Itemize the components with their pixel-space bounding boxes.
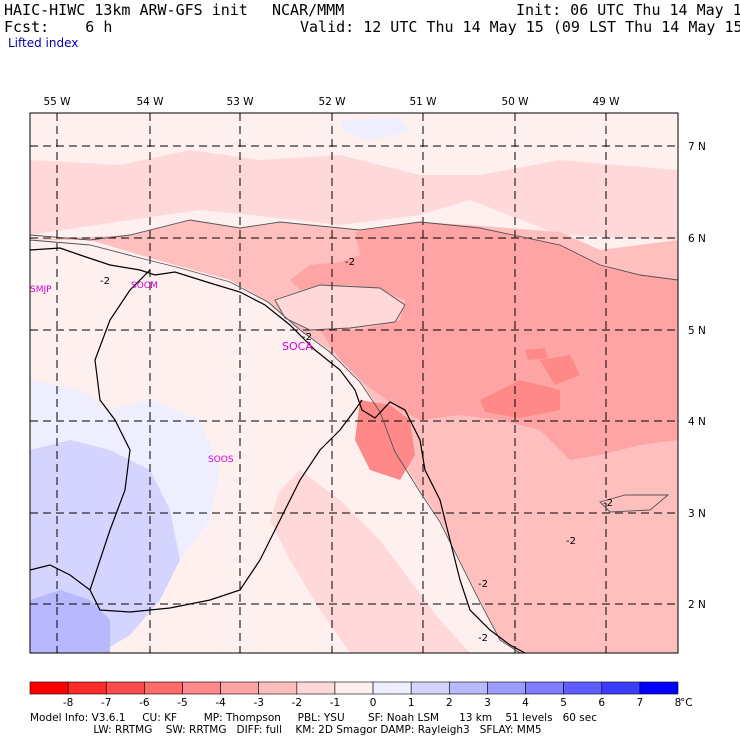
colorbar-tick-label: 0 bbox=[370, 697, 377, 709]
colorbar-tick-label: -3 bbox=[253, 697, 263, 709]
colorbar-tick-label: -4 bbox=[215, 697, 226, 709]
colorbar-unit: °C bbox=[680, 697, 693, 709]
colorbar-swatch bbox=[258, 681, 298, 695]
colorbar-tick-label: 8 bbox=[675, 697, 682, 709]
lon-label: 51 W bbox=[409, 96, 437, 108]
colorbar: -8 -7 -6 -5 -4 -3 -2 -1 0 1 2 3 4 5 6 7 8°C bbox=[29, 681, 693, 709]
station-label: SOCA bbox=[282, 340, 313, 353]
colorbar-tick-label: -2 bbox=[292, 697, 302, 709]
colorbar-swatch bbox=[182, 681, 221, 695]
field-pocket bbox=[275, 285, 405, 330]
colorbar-swatch bbox=[334, 681, 374, 695]
model-title: HAIC-HIWC 13km ARW-GFS init bbox=[4, 1, 248, 19]
colorbar-tick-label: 2 bbox=[446, 697, 453, 709]
colorbar-swatch bbox=[563, 681, 603, 695]
field-minus3-region bbox=[290, 222, 678, 460]
colorbar-swatch bbox=[601, 681, 641, 695]
colorbar-tick-label: -1 bbox=[330, 697, 340, 709]
colorbar-swatch bbox=[448, 681, 488, 695]
lat-label: 7 N bbox=[688, 141, 706, 153]
lon-label: 53 W bbox=[226, 96, 254, 108]
field-south-band bbox=[270, 470, 470, 653]
lon-label: 55 W bbox=[43, 96, 71, 108]
contour-label: -2 bbox=[478, 579, 488, 590]
colorbar-tick-label: -5 bbox=[177, 697, 187, 709]
lifted-index-field bbox=[30, 113, 678, 653]
field-minus4-patch-c bbox=[540, 355, 580, 385]
lon-label: 54 W bbox=[136, 96, 164, 108]
field-blue-3 bbox=[30, 590, 110, 653]
colorbar-swatch bbox=[372, 681, 412, 695]
contour-lines bbox=[29, 219, 679, 654]
colorbar-swatch bbox=[220, 681, 260, 695]
lat-label: 2 N bbox=[688, 599, 706, 611]
footer-physics-info: LW: RRTMG SW: RRTMG DIFF: full KM: 2D Sm… bbox=[30, 724, 542, 736]
colorbar-tick-label: 3 bbox=[484, 697, 491, 709]
agency-label: NCAR/MMM bbox=[272, 1, 345, 19]
init-time: Init: 06 UTC Thu 14 May 15 bbox=[516, 1, 740, 19]
colorbar-swatch bbox=[144, 681, 183, 695]
station-label: SMJP bbox=[30, 285, 52, 295]
contour-label: -2 bbox=[345, 257, 355, 268]
colorbar-tick-label: 1 bbox=[408, 697, 415, 709]
lon-label: 49 W bbox=[592, 96, 620, 108]
contour-label: -2 bbox=[566, 536, 576, 547]
field-minus4-patch-b bbox=[480, 380, 560, 418]
lat-label: 6 N bbox=[688, 233, 706, 245]
station-label: SOCM bbox=[131, 281, 158, 291]
field-north-blue-patch bbox=[340, 118, 410, 140]
lon-label: 50 W bbox=[501, 96, 529, 108]
colorbar-tick-label: 7 bbox=[637, 697, 644, 709]
colorbar-swatch bbox=[296, 681, 336, 695]
lon-label: 52 W bbox=[318, 96, 346, 108]
station-label: SOOS bbox=[208, 455, 234, 465]
lat-lon-grid bbox=[30, 113, 678, 653]
contour-label: -2 bbox=[100, 276, 110, 287]
colorbar-swatch bbox=[105, 681, 145, 695]
map-frame bbox=[29, 112, 679, 654]
colorbar-swatch bbox=[487, 681, 526, 695]
forecast-hour: Fcst: 6 h bbox=[4, 18, 113, 36]
colorbar-tick-label: 6 bbox=[598, 697, 605, 709]
lat-label: 3 N bbox=[688, 508, 706, 520]
colorbar-tick-label: 5 bbox=[560, 697, 567, 709]
colorbar-swatch bbox=[67, 681, 107, 695]
lat-label: 5 N bbox=[688, 325, 706, 337]
contour-label: -2 bbox=[603, 498, 613, 509]
colorbar-swatch bbox=[525, 681, 564, 695]
field-north-light bbox=[30, 113, 678, 175]
colorbar-swatch bbox=[410, 681, 450, 695]
contour-label: -2 bbox=[478, 633, 488, 644]
valid-time: Valid: 12 UTC Thu 14 May 15 (09 LST Thu … bbox=[300, 18, 740, 36]
colorbar-tick-label: -6 bbox=[139, 697, 150, 709]
footer-model-info: Model Info: V3.6.1 CU: KF MP: Thompson P… bbox=[30, 712, 597, 724]
country-borders bbox=[29, 247, 526, 654]
field-minus4-patch-d bbox=[525, 348, 548, 360]
field-name: Lifted index bbox=[8, 36, 79, 50]
lat-label: 4 N bbox=[688, 416, 706, 428]
colorbar-tick-label: -8 bbox=[63, 697, 73, 709]
colorbar-swatch bbox=[29, 681, 69, 695]
colorbar-tick-label: -7 bbox=[101, 697, 111, 709]
colorbar-swatch bbox=[639, 681, 679, 695]
colorbar-tick-label: 4 bbox=[522, 697, 529, 709]
contour-label: -2 bbox=[302, 332, 312, 343]
